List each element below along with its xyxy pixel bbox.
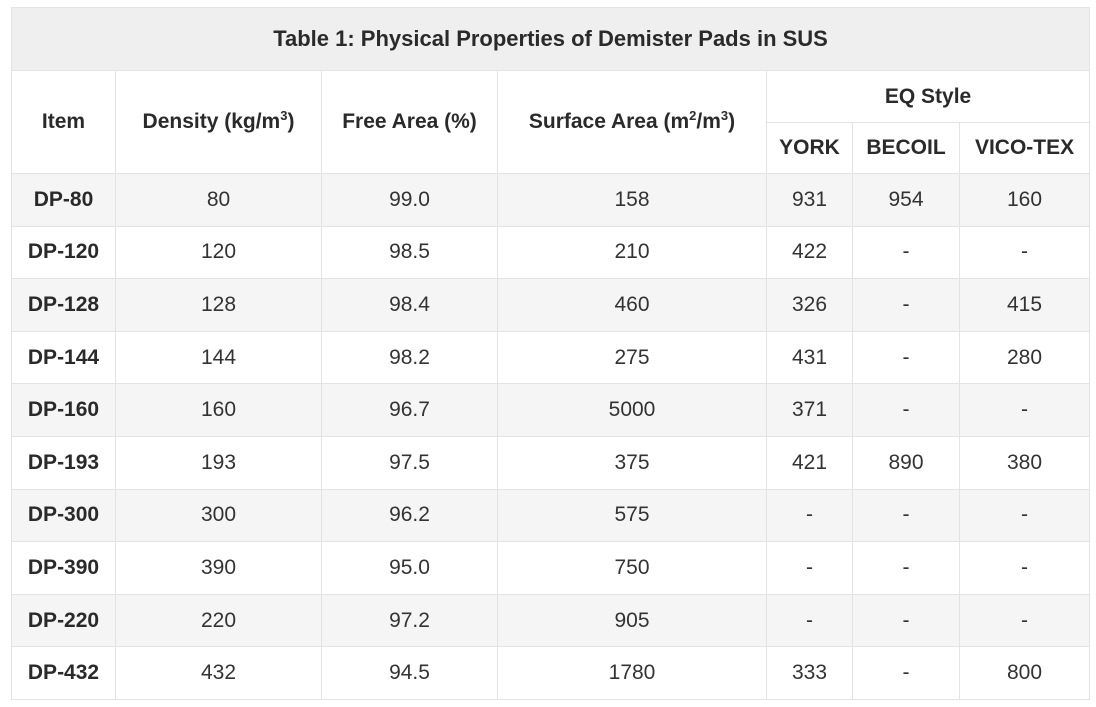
cell-vicotex: - bbox=[958, 383, 1091, 437]
cell-york: 333 bbox=[766, 646, 853, 700]
cell-york: - bbox=[766, 488, 853, 543]
cell-vicotex: 800 bbox=[958, 646, 1091, 700]
table-caption: Table 1: Physical Properties of Demister… bbox=[10, 7, 1091, 71]
cell-surface-area: 575 bbox=[497, 488, 767, 543]
cell-surface-area: 275 bbox=[497, 330, 767, 385]
cell-free-area: 97.2 bbox=[321, 593, 498, 648]
cell-surface-area: 5000 bbox=[497, 383, 767, 437]
cell-item: DP-80 bbox=[11, 173, 116, 227]
cell-item: DP-390 bbox=[11, 541, 116, 595]
cell-york: 371 bbox=[766, 383, 853, 437]
cell-item: DP-144 bbox=[11, 330, 116, 385]
cell-surface-area: 375 bbox=[497, 435, 767, 490]
cell-free-area: 98.4 bbox=[321, 278, 498, 332]
cell-item: DP-220 bbox=[11, 593, 116, 648]
cell-vicotex: 415 bbox=[958, 278, 1091, 332]
table-row: DP-300 300 96.2 575 - - - bbox=[11, 488, 1091, 543]
cell-density: 193 bbox=[115, 435, 322, 490]
cell-york: 422 bbox=[766, 225, 853, 280]
cell-free-area: 94.5 bbox=[321, 646, 498, 700]
header-surface-area: Surface Area (m2/m3) bbox=[497, 70, 767, 174]
cell-density: 160 bbox=[115, 383, 322, 437]
cell-surface-area: 158 bbox=[497, 173, 767, 227]
header-density: Density (kg/m3) bbox=[115, 70, 322, 174]
header-york: YORK bbox=[766, 122, 853, 174]
cell-becoil: - bbox=[852, 278, 960, 332]
cell-vicotex: - bbox=[958, 488, 1091, 543]
cell-becoil: - bbox=[852, 383, 960, 437]
cell-item: DP-193 bbox=[11, 435, 116, 490]
cell-item: DP-128 bbox=[11, 278, 116, 332]
table-row: DP-128 128 98.4 460 326 - 415 bbox=[11, 278, 1091, 332]
table-row: DP-160 160 96.7 5000 371 - - bbox=[11, 383, 1091, 437]
table-row: DP-432 432 94.5 1780 333 - 800 bbox=[11, 646, 1091, 700]
header-vicotex: VICO-TEX bbox=[958, 122, 1091, 174]
cell-density: 390 bbox=[115, 541, 322, 595]
cell-item: DP-432 bbox=[11, 646, 116, 700]
properties-table-container: Table 1: Physical Properties of Demister… bbox=[10, 7, 1091, 700]
cell-free-area: 95.0 bbox=[321, 541, 498, 595]
cell-surface-area: 905 bbox=[497, 593, 767, 648]
cell-vicotex: 160 bbox=[958, 173, 1091, 227]
cell-york: - bbox=[766, 593, 853, 648]
cell-becoil: - bbox=[852, 225, 960, 280]
cell-vicotex: - bbox=[958, 593, 1091, 648]
cell-york: - bbox=[766, 541, 853, 595]
cell-density: 80 bbox=[115, 173, 322, 227]
table-row: DP-80 80 99.0 158 931 954 160 bbox=[11, 173, 1091, 227]
cell-vicotex: - bbox=[958, 225, 1091, 280]
table-header: Table 1: Physical Properties of Demister… bbox=[10, 7, 1091, 174]
cell-free-area: 96.7 bbox=[321, 383, 498, 437]
cell-surface-area: 1780 bbox=[497, 646, 767, 700]
cell-density: 128 bbox=[115, 278, 322, 332]
cell-surface-area: 210 bbox=[497, 225, 767, 280]
cell-becoil: - bbox=[852, 330, 960, 385]
cell-density: 220 bbox=[115, 593, 322, 648]
cell-vicotex: - bbox=[958, 541, 1091, 595]
cell-free-area: 96.2 bbox=[321, 488, 498, 543]
cell-item: DP-300 bbox=[11, 488, 116, 543]
cell-york: 326 bbox=[766, 278, 853, 332]
properties-table: Table 1: Physical Properties of Demister… bbox=[10, 7, 1091, 700]
cell-york: 421 bbox=[766, 435, 853, 490]
cell-surface-area: 460 bbox=[497, 278, 767, 332]
header-eq-style: EQ Style bbox=[765, 70, 1091, 123]
cell-density: 300 bbox=[115, 488, 322, 543]
header-free-area: Free Area (%) bbox=[321, 70, 498, 174]
table-row: DP-193 193 97.5 375 421 890 380 bbox=[11, 435, 1091, 490]
cell-becoil: 954 bbox=[852, 173, 960, 227]
table-row: DP-220 220 97.2 905 - - - bbox=[11, 593, 1091, 648]
cell-surface-area: 750 bbox=[497, 541, 767, 595]
table-row: DP-390 390 95.0 750 - - - bbox=[11, 541, 1091, 595]
cell-becoil: - bbox=[852, 541, 960, 595]
cell-vicotex: 380 bbox=[958, 435, 1091, 490]
cell-item: DP-160 bbox=[11, 383, 116, 437]
cell-free-area: 98.2 bbox=[321, 330, 498, 385]
cell-becoil: - bbox=[852, 488, 960, 543]
cell-free-area: 97.5 bbox=[321, 435, 498, 490]
header-becoil: BECOIL bbox=[852, 122, 960, 174]
cell-becoil: 890 bbox=[852, 435, 960, 490]
cell-density: 120 bbox=[115, 225, 322, 280]
table-body: DP-80 80 99.0 158 931 954 160 DP-120 120… bbox=[11, 173, 1091, 700]
table-row: DP-144 144 98.2 275 431 - 280 bbox=[11, 330, 1091, 385]
cell-free-area: 98.5 bbox=[321, 225, 498, 280]
header-item: Item bbox=[11, 70, 116, 174]
cell-york: 431 bbox=[766, 330, 853, 385]
cell-becoil: - bbox=[852, 646, 960, 700]
cell-becoil: - bbox=[852, 593, 960, 648]
cell-density: 144 bbox=[115, 330, 322, 385]
cell-item: DP-120 bbox=[11, 225, 116, 280]
table-row: DP-120 120 98.5 210 422 - - bbox=[11, 225, 1091, 280]
cell-vicotex: 280 bbox=[958, 330, 1091, 385]
cell-free-area: 99.0 bbox=[321, 173, 498, 227]
cell-density: 432 bbox=[115, 646, 322, 700]
cell-york: 931 bbox=[766, 173, 853, 227]
